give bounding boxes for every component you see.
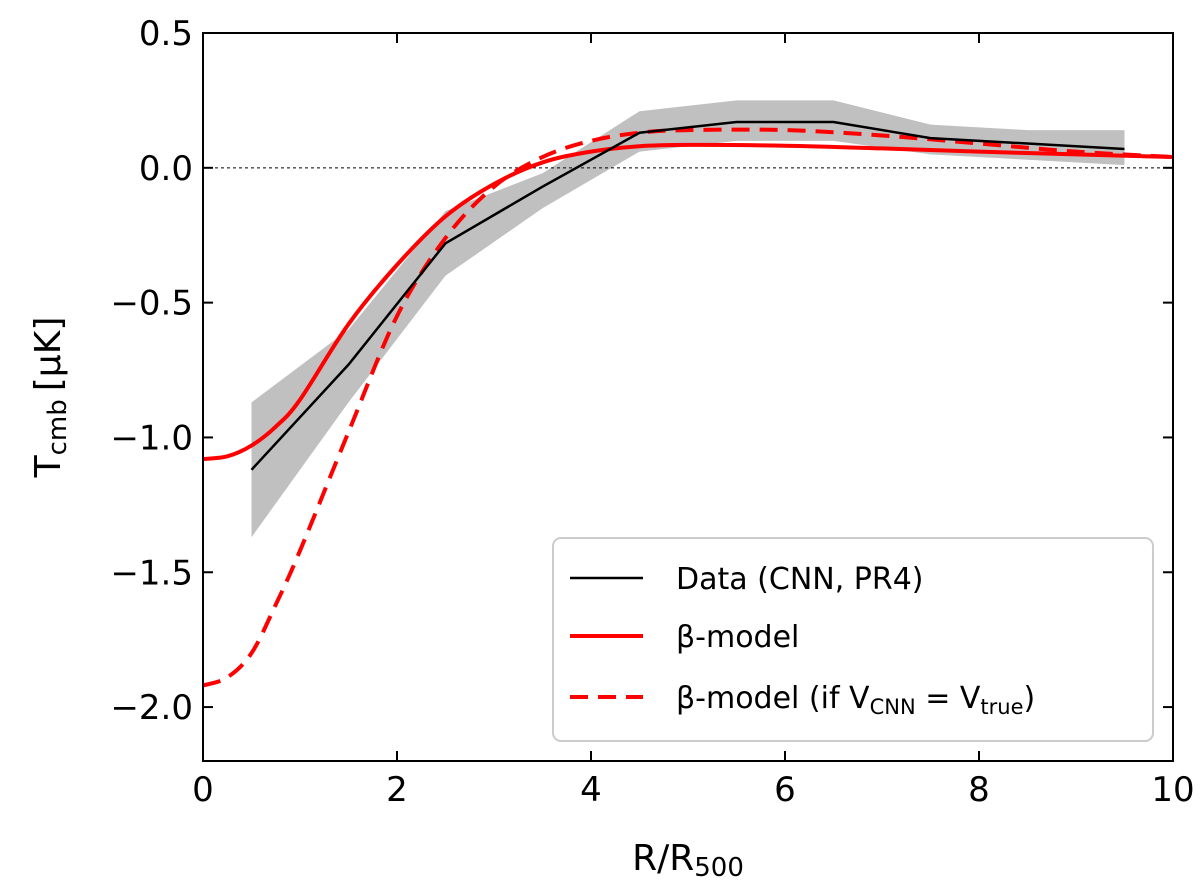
x-tick-label: 8 [968,770,990,810]
x-tick-label: 0 [192,770,214,810]
x-axis-label: R/R500 [632,838,744,882]
x-tick-label: 10 [1151,770,1194,810]
series-data-line [250,120,1125,471]
legend-label-beta-model-vtrue: β-model (if VCNN = Vtrue) [676,681,1035,719]
axis-ticks: 0 2 4 6 8 10 0.5 0.0 −0.5 −1.0 −1.5 −2.0 [110,14,1194,810]
legend-label-data: Data (CNN, PR4) [676,562,924,597]
data-uncertainty-band [251,100,1125,538]
x-tick-label: 6 [774,770,796,810]
y-tick-label: 0.5 [139,14,193,54]
legend-box [552,537,1154,742]
x-tick-label: 2 [386,770,408,810]
series-beta-model-line [203,142,1173,462]
y-axis-label: Tcmb[μK] [28,317,73,479]
y-tick-label: −1.0 [110,418,193,458]
y-tick-label: 0.0 [139,149,193,189]
plot-frame [202,32,1174,762]
y-tick-label: −0.5 [110,284,193,324]
legend: Data (CNN, PR4) β-model β-model (if VCNN… [552,537,1154,742]
x-tick-label: 4 [580,770,602,810]
y-tick-label: −2.0 [110,688,193,728]
legend-label-beta-model: β-model [676,620,799,655]
y-tick-label: −1.5 [110,553,193,593]
